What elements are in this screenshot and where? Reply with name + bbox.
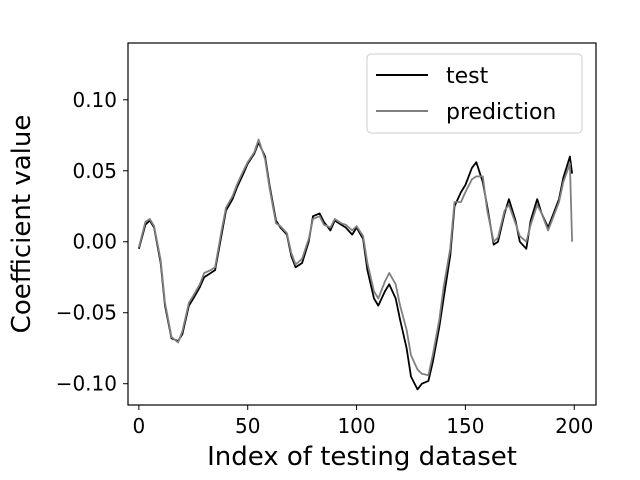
y-tick-label: 0.10: [72, 88, 117, 112]
x-tick-label: 0: [133, 414, 146, 438]
plot-series: [138, 138, 573, 391]
y-tick-label: 0.05: [72, 159, 117, 183]
y-axis-ticks: −0.10 −0.05 0.00 0.05 0.10: [56, 88, 128, 396]
x-axis-label: Index of testing dataset: [207, 442, 517, 472]
x-axis-ticks: 0 50 100 150 200: [133, 405, 593, 438]
x-tick-label: 50: [235, 414, 260, 438]
series-line-test: [138, 141, 573, 391]
plot-frame: [127, 42, 597, 406]
legend-box: [366, 53, 583, 134]
x-tick-label: 200: [555, 414, 593, 438]
y-tick-label: 0.00: [72, 230, 117, 254]
legend-label-prediction: prediction: [446, 100, 556, 125]
y-axis-label: Coefficient value: [7, 115, 37, 334]
y-tick-label: −0.05: [56, 301, 117, 325]
x-tick-label: 100: [337, 414, 375, 438]
y-tick-label: −0.10: [56, 372, 117, 396]
series-line-prediction: [138, 138, 573, 377]
legend-label-test: test: [446, 64, 489, 89]
x-tick-label: 150: [446, 414, 484, 438]
legend: test prediction: [366, 53, 583, 134]
